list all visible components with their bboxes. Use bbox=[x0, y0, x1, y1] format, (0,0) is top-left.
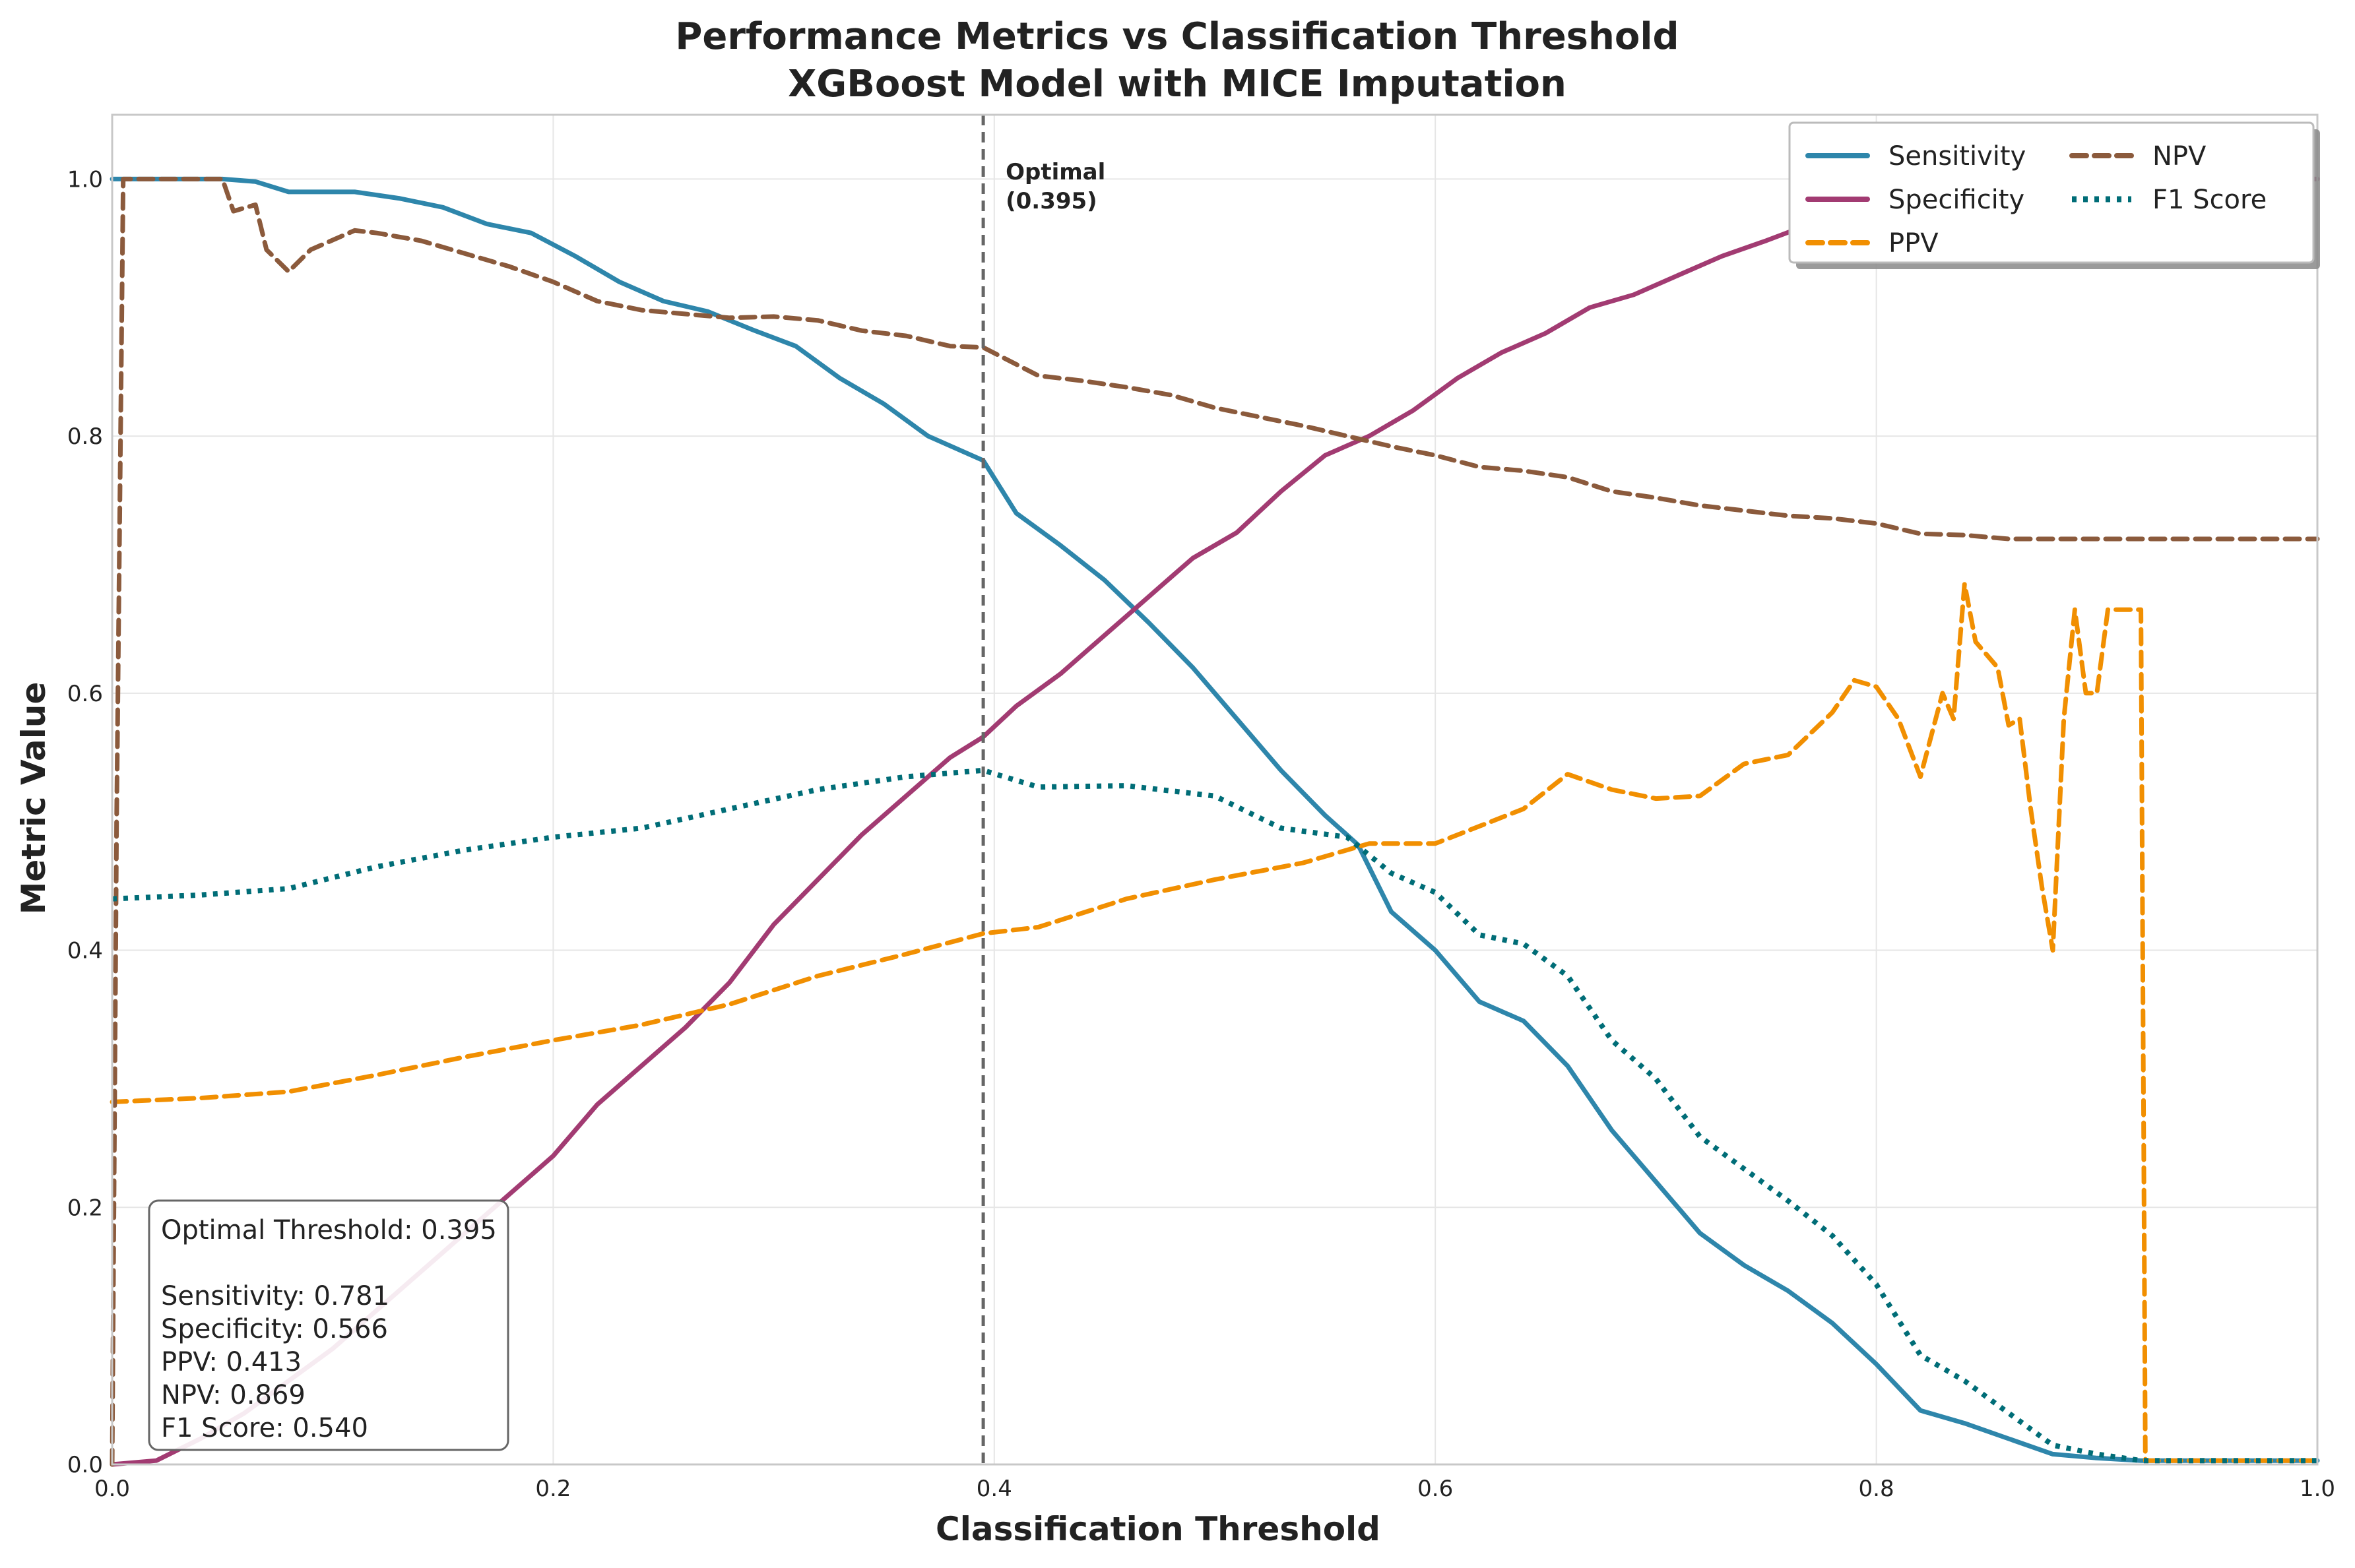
info-box-frame bbox=[148, 1199, 509, 1451]
x-tick-label: 0.2 bbox=[535, 1476, 571, 1502]
y-tick-label: 0.6 bbox=[67, 681, 103, 707]
x-axis-label: Classification Threshold bbox=[936, 1510, 1380, 1548]
tick-labels: 0.0 0.2 0.4 0.6 0.8 1.0 0.0 0.2 0.4 0.6 0.8 1.0 bbox=[67, 166, 2335, 1502]
plot-frame bbox=[111, 113, 2319, 1466]
y-tick-label: 0.8 bbox=[67, 423, 103, 450]
legend-label: Specificity bbox=[1888, 185, 2024, 215]
info-line: NPV: 0.869 bbox=[161, 1380, 306, 1410]
x-tick-label: 0.8 bbox=[1859, 1476, 1894, 1502]
x-tick-label: 0.4 bbox=[977, 1476, 1012, 1502]
series-line-f1-score bbox=[112, 767, 2317, 1464]
info-line: Specificity: 0.566 bbox=[161, 1314, 388, 1344]
legend: Sensitivity Specificity PPV NPV F1 Score bbox=[1788, 121, 2320, 269]
legend-label: F1 Score bbox=[2152, 185, 2267, 215]
info-line: Optimal Threshold: 0.395 bbox=[161, 1215, 497, 1245]
x-tick-label: 0.0 bbox=[94, 1476, 130, 1502]
info-line: PPV: 0.413 bbox=[161, 1347, 302, 1377]
y-axis-label: Metric Value bbox=[15, 682, 53, 915]
info-box: Optimal Threshold: 0.395 Sensitivity: 0.7… bbox=[148, 1199, 509, 1451]
x-tick-label: 0.6 bbox=[1417, 1476, 1453, 1502]
series-line-npv bbox=[110, 176, 2320, 1467]
series-line-sensitivity bbox=[110, 176, 2320, 1463]
x-tick-label: 1.0 bbox=[2300, 1476, 2335, 1502]
y-tick-label: 0.0 bbox=[67, 1452, 103, 1478]
y-tick-label: 1.0 bbox=[67, 166, 103, 193]
optimal-annotation-label: Optimal bbox=[1006, 159, 1105, 185]
info-line: Sensitivity: 0.781 bbox=[161, 1281, 389, 1311]
legend-label: Sensitivity bbox=[1888, 141, 2026, 172]
info-line: F1 Score: 0.540 bbox=[161, 1413, 368, 1443]
chart-title: Performance Metrics vs Classification Th… bbox=[675, 15, 1679, 58]
y-tick-label: 0.2 bbox=[67, 1195, 103, 1221]
series-line-ppv bbox=[110, 581, 2320, 1463]
legend-box bbox=[1788, 121, 2315, 264]
y-tick-label: 0.4 bbox=[67, 938, 103, 964]
legend-label: PPV bbox=[1888, 228, 1939, 259]
optimal-annotation-value: (0.395) bbox=[1006, 188, 1097, 214]
legend-label: NPV bbox=[2152, 141, 2207, 172]
chart-subtitle: XGBoost Model with MICE Imputation bbox=[788, 63, 1566, 106]
